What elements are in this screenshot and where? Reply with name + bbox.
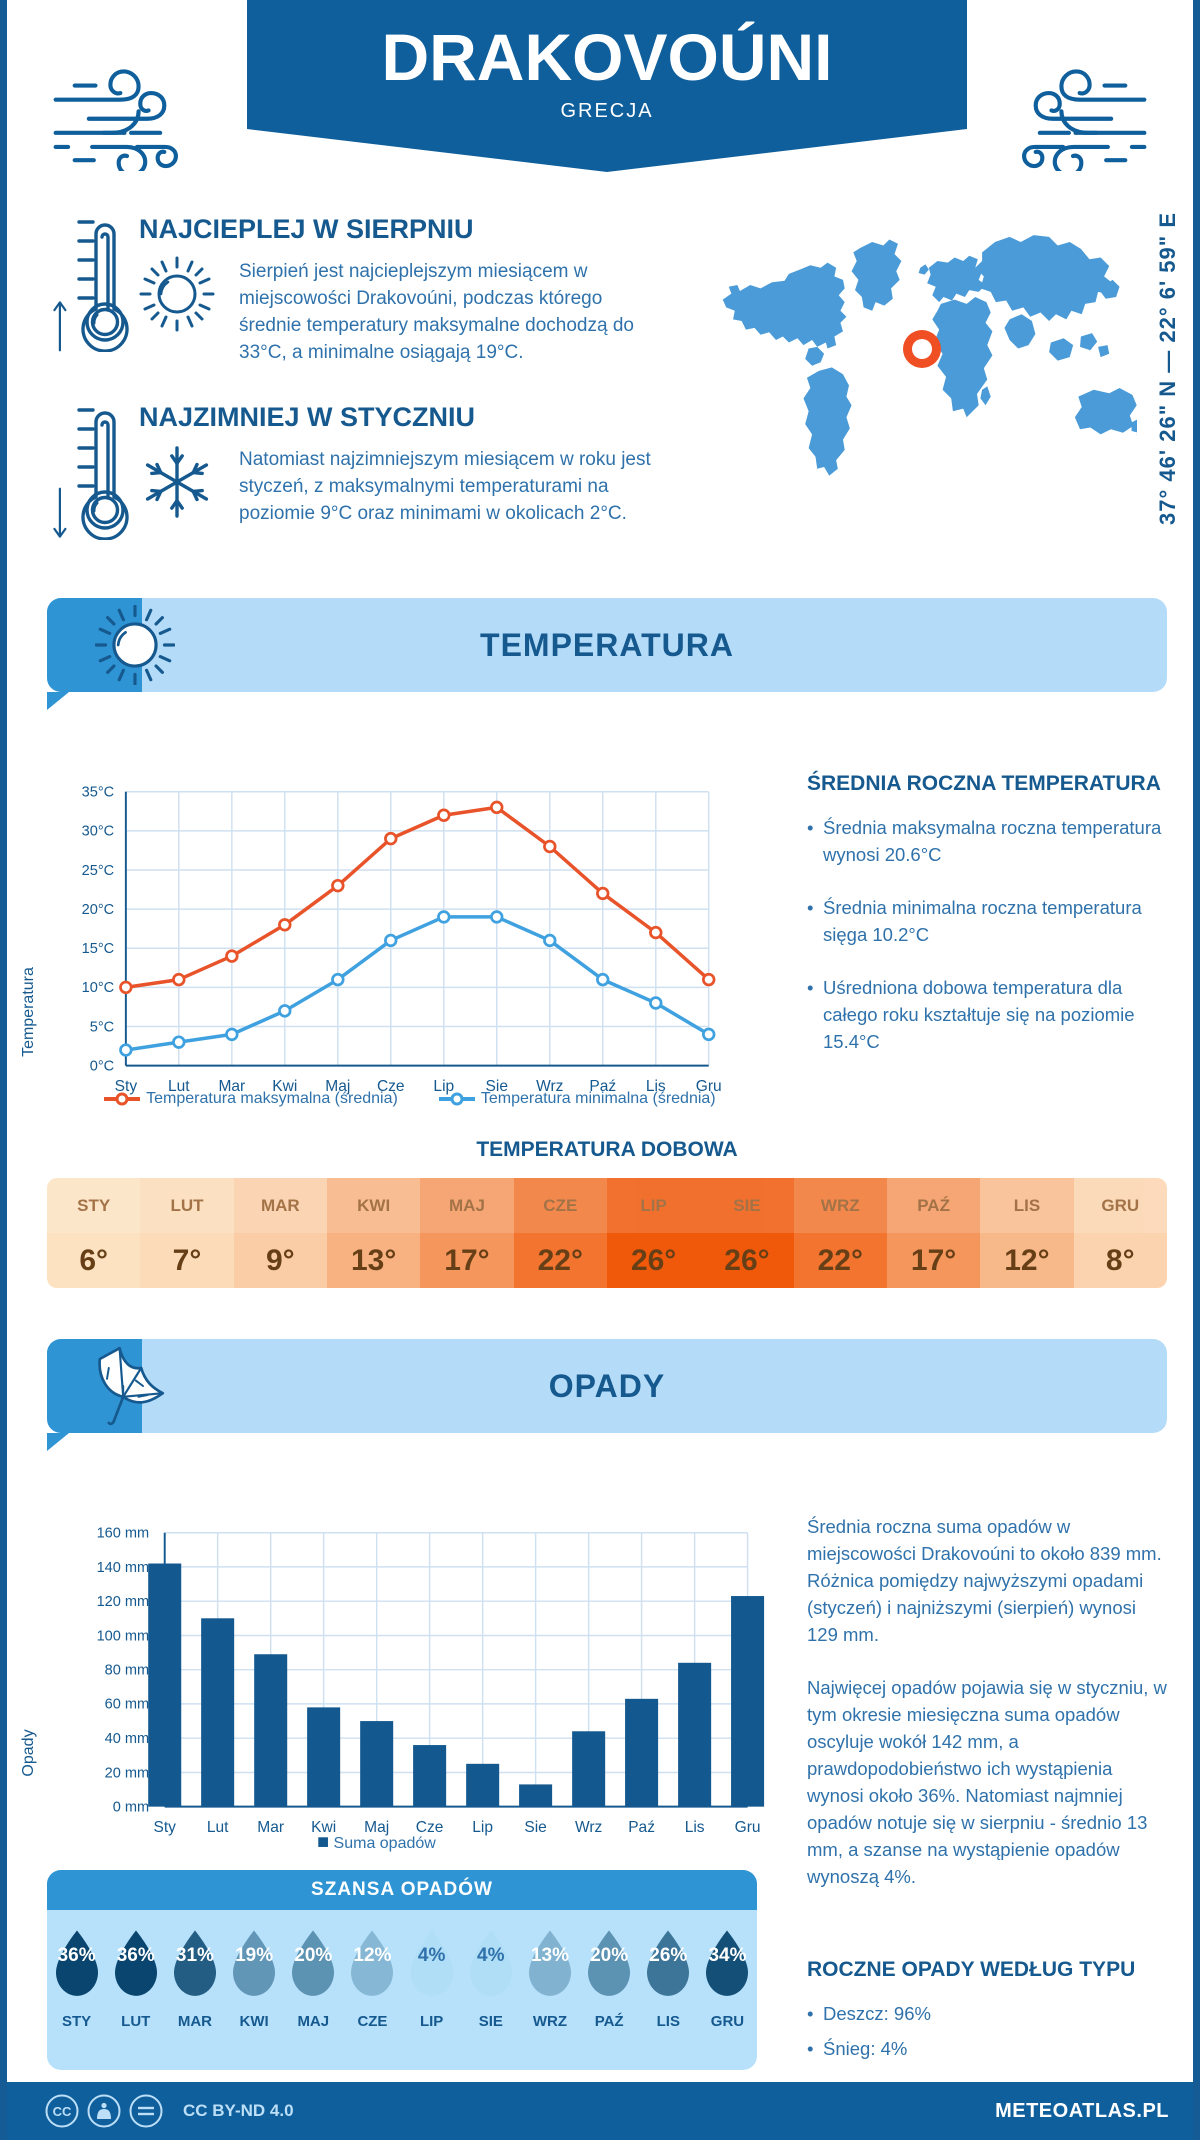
svg-text:Paź: Paź (628, 1819, 655, 1836)
svg-text:140 mm: 140 mm (97, 1560, 150, 1576)
svg-text:100 mm: 100 mm (97, 1628, 150, 1644)
svg-text:20°C: 20°C (82, 902, 115, 918)
svg-text:Wrz: Wrz (575, 1819, 602, 1836)
svg-text:25°C: 25°C (82, 863, 115, 879)
svg-text:120 mm: 120 mm (97, 1594, 150, 1610)
svg-text:35°C: 35°C (82, 785, 115, 801)
svg-text:Sie: Sie (524, 1819, 546, 1836)
svg-text:Lut: Lut (207, 1819, 229, 1836)
svg-text:40 mm: 40 mm (105, 1731, 150, 1747)
svg-text:0°C: 0°C (90, 1059, 114, 1075)
svg-text:160 mm: 160 mm (97, 1526, 150, 1542)
svg-text:Lip: Lip (472, 1819, 493, 1836)
svg-text:10°C: 10°C (82, 980, 115, 996)
svg-text:60 mm: 60 mm (105, 1697, 150, 1713)
svg-text:Sty: Sty (153, 1819, 176, 1836)
svg-text:0 mm: 0 mm (113, 1800, 149, 1816)
svg-text:CC: CC (53, 2104, 72, 2119)
svg-text:Lis: Lis (685, 1819, 705, 1836)
svg-text:15°C: 15°C (82, 941, 115, 957)
svg-text:5°C: 5°C (90, 1019, 114, 1035)
svg-text:80 mm: 80 mm (105, 1663, 150, 1679)
svg-text:30°C: 30°C (82, 824, 115, 840)
svg-text:Gru: Gru (735, 1819, 761, 1836)
svg-text:Mar: Mar (257, 1819, 284, 1836)
svg-text:20 mm: 20 mm (105, 1765, 150, 1781)
